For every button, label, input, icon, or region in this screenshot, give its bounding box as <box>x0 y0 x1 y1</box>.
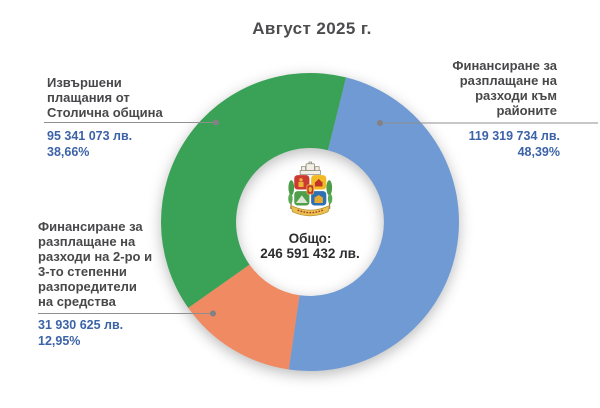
callout-value: 119 319 734 лв. <box>468 129 560 143</box>
callout-secondary-spenders-values: 31 930 625 лв. 12,95% <box>38 318 123 349</box>
label-line: на средства <box>38 294 116 309</box>
label-line: Финансиране за <box>38 219 143 234</box>
donut-center: Общо: 246 591 432 лв. <box>260 161 360 261</box>
label-line: Извършени <box>47 75 122 90</box>
leader-dot-secondary-spenders <box>210 310 216 317</box>
label-line: разходи на 2-ро и <box>38 249 153 264</box>
callout-value: 31 930 625 лв. <box>38 318 124 332</box>
donut-segment-sofia-payments[interactable] <box>161 73 347 308</box>
callout-value: 95 341 073 лв. <box>47 129 133 143</box>
callout-percent: 12,95% <box>38 333 81 348</box>
callout-percent: 48,39% <box>517 144 560 159</box>
center-total-label: Общо: <box>288 231 332 246</box>
label-line: Столична община <box>47 105 163 120</box>
callout-sofia-payments-values: 95 341 073 лв. 38,66% <box>47 129 132 160</box>
leader-dot-districts <box>377 120 383 126</box>
center-total-value: 246 591 432 лв. <box>260 246 360 261</box>
callout-secondary-spenders-heading: Финансиране за разплащане на разходи на … <box>38 219 152 309</box>
label-line: плащания от <box>47 90 130 105</box>
label-line: разплащане на <box>459 73 557 88</box>
label-line: Финансиране за <box>452 58 557 73</box>
callout-sofia-payments-heading: Извършени плащания от Столична община <box>47 75 163 120</box>
leader-dot-sofia-payments <box>213 119 219 126</box>
label-line: разходи към <box>475 88 557 103</box>
sofia-coat-of-arms-icon <box>287 161 333 217</box>
donut-segment-secondary-spenders[interactable] <box>188 264 300 370</box>
callout-districts-heading: Финансиране за разплащане на разходи към… <box>452 58 557 118</box>
donut-segment-districts[interactable] <box>288 77 459 371</box>
label-line: 3-то степенни <box>38 264 127 279</box>
label-line: разпоредители <box>38 279 137 294</box>
callout-districts-values: 119 319 734 лв. 48,39% <box>469 129 560 160</box>
label-line: районите <box>496 103 557 118</box>
label-line: разплащане на <box>38 234 136 249</box>
callout-percent: 38,66% <box>47 144 90 159</box>
donut-ring <box>161 73 459 371</box>
chart-title: Август 2025 г. <box>252 19 372 38</box>
